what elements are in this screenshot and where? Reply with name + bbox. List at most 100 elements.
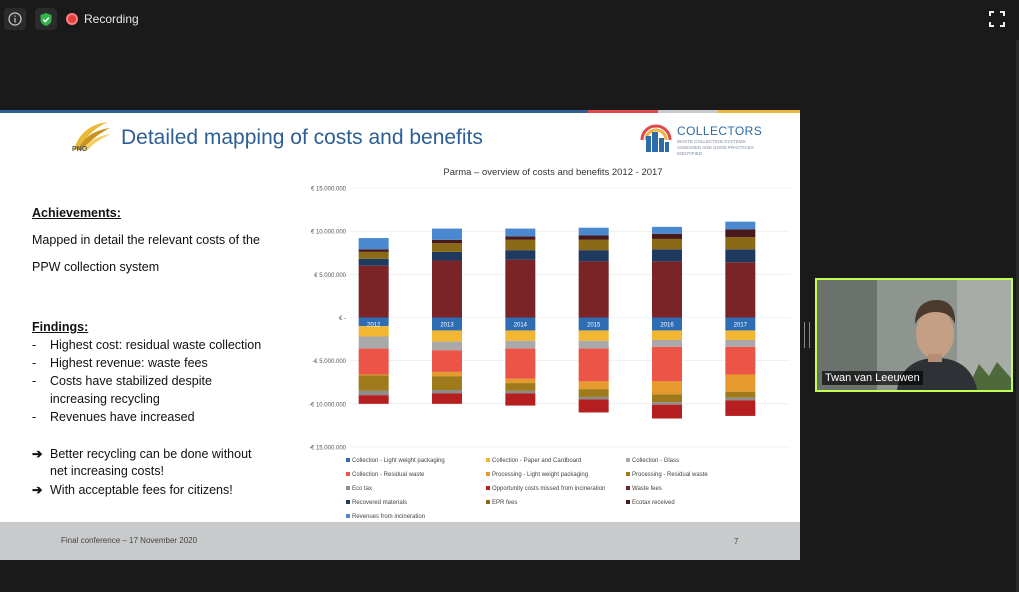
legend-label: Waste fees <box>632 486 662 492</box>
bar-segment <box>578 239 609 251</box>
y-tick-label: -€ 5.000.000 <box>312 359 346 365</box>
bar-segment <box>578 348 609 382</box>
shield-check-icon[interactable] <box>35 8 57 30</box>
findings-heading: Findings: <box>32 320 89 334</box>
bar-segment <box>725 330 756 340</box>
bar-segment <box>505 330 536 341</box>
recording-indicator[interactable]: Recording <box>66 8 139 30</box>
y-tick-label: € 15.000.000 <box>311 187 347 193</box>
bar-segment <box>358 336 389 349</box>
conclusion-item: ➔ Better recycling can be done without <box>32 446 252 461</box>
findings-item: - Highest cost: residual waste collection <box>32 338 261 352</box>
slide-stripe-grey <box>658 110 718 113</box>
bar-segment <box>505 228 536 237</box>
bar-segment <box>505 340 536 349</box>
bar-segment <box>432 371 462 377</box>
findings-bullet: - <box>32 356 37 370</box>
bar-segment <box>652 402 682 405</box>
legend-swatch <box>346 486 350 490</box>
bar-segment <box>578 381 609 390</box>
bar-segment <box>505 250 536 260</box>
bar-segment <box>505 348 536 379</box>
bar-segment <box>725 262 756 318</box>
costs-benefits-chart: Parma – overview of costs and benefits 2… <box>309 167 790 520</box>
legend-swatch <box>346 514 350 518</box>
bar-segment <box>432 317 462 331</box>
bar-segment <box>652 404 682 419</box>
conclusion-text: With acceptable fees for citizens! <box>50 483 233 497</box>
bar-segment <box>578 396 609 400</box>
participant-video[interactable]: Twan van Leeuwen <box>815 278 1013 392</box>
bar-segment <box>725 339 756 347</box>
bar-segment <box>432 228 462 240</box>
bar-segment <box>652 233 682 239</box>
bar-segment <box>725 346 756 375</box>
arrow-icon: ➔ <box>32 447 43 461</box>
info-icon[interactable] <box>4 8 26 30</box>
bar-segment <box>578 317 609 331</box>
findings-item: - Costs have stabilized despite <box>32 374 212 388</box>
bar-segment <box>725 317 756 331</box>
legend-label: Collection - Light weight packaging <box>352 458 445 464</box>
bar-segment <box>578 235 609 240</box>
legend-swatch <box>626 500 630 504</box>
legend-label: Recovered materials <box>352 500 407 506</box>
y-tick-label: € 10.000.000 <box>311 230 347 236</box>
findings-bullet: - <box>32 410 37 424</box>
findings-item: - Revenues have increased <box>32 410 195 424</box>
bar-segment <box>725 391 756 398</box>
bar-segment <box>358 258 389 266</box>
legend-label: Collection - Glass <box>632 458 679 464</box>
arrow-icon: ➔ <box>32 483 43 497</box>
page-number: 7 <box>734 537 739 546</box>
record-icon <box>66 13 78 25</box>
pno-logo-icon <box>74 122 111 150</box>
chart-title: Parma – overview of costs and benefits 2… <box>443 167 662 178</box>
legend-swatch <box>486 472 490 476</box>
bar-segment <box>432 243 462 252</box>
bar-segment <box>432 390 462 394</box>
bar-segment <box>505 393 536 406</box>
bar-segment <box>505 317 536 331</box>
participant-name: Twan van Leeuwen <box>822 371 923 385</box>
recording-label: Recording <box>84 12 139 26</box>
bar-segment <box>725 229 756 238</box>
bar-segment <box>358 317 389 327</box>
bar-segment <box>725 400 756 416</box>
bar-segment <box>578 227 609 236</box>
legend-label: Eco tax <box>352 486 372 492</box>
conclusion-item: net increasing costs! <box>32 464 164 478</box>
legend-swatch <box>626 472 630 476</box>
achievements-heading: Achievements: <box>32 206 121 220</box>
y-tick-label: € 5.000.000 <box>314 273 346 279</box>
legend-label: Opportunity costs missed from incinerati… <box>492 486 605 492</box>
legend-label: EPR fees <box>492 500 517 506</box>
bar-segment <box>652 381 682 395</box>
panel-resize-handle[interactable] <box>804 322 810 348</box>
x-tick-label: 2012 <box>367 323 381 329</box>
shared-slide: PNO Detailed mapping of costs and benefi… <box>0 110 800 560</box>
findings-item: - Highest revenue: waste fees <box>32 356 208 370</box>
bar-segment <box>725 374 756 392</box>
bar-segment <box>578 330 609 341</box>
legend-label: Ecotax received <box>632 500 675 506</box>
slide-title: Detailed mapping of costs and benefits <box>121 126 483 149</box>
legend-swatch <box>486 486 490 490</box>
findings-bullet: - <box>32 374 37 388</box>
findings-text: Highest revenue: waste fees <box>50 356 208 370</box>
legend-label: Revenues from incineration <box>352 514 425 520</box>
bar-segment <box>725 221 756 230</box>
bar-segment <box>432 239 462 244</box>
bar-segment <box>725 397 756 401</box>
fullscreen-icon[interactable] <box>989 11 1005 27</box>
findings-bullet: - <box>32 338 37 352</box>
x-tick-label: 2013 <box>440 323 454 329</box>
legend-swatch <box>486 500 490 504</box>
bar-segment <box>505 259 536 318</box>
bar-segment <box>358 374 389 376</box>
y-tick-label: -€ 10.000.000 <box>309 402 347 408</box>
legend-swatch <box>626 458 630 462</box>
bar-segment <box>652 238 682 250</box>
bar-segment <box>578 340 609 349</box>
bar-segment <box>358 395 389 404</box>
